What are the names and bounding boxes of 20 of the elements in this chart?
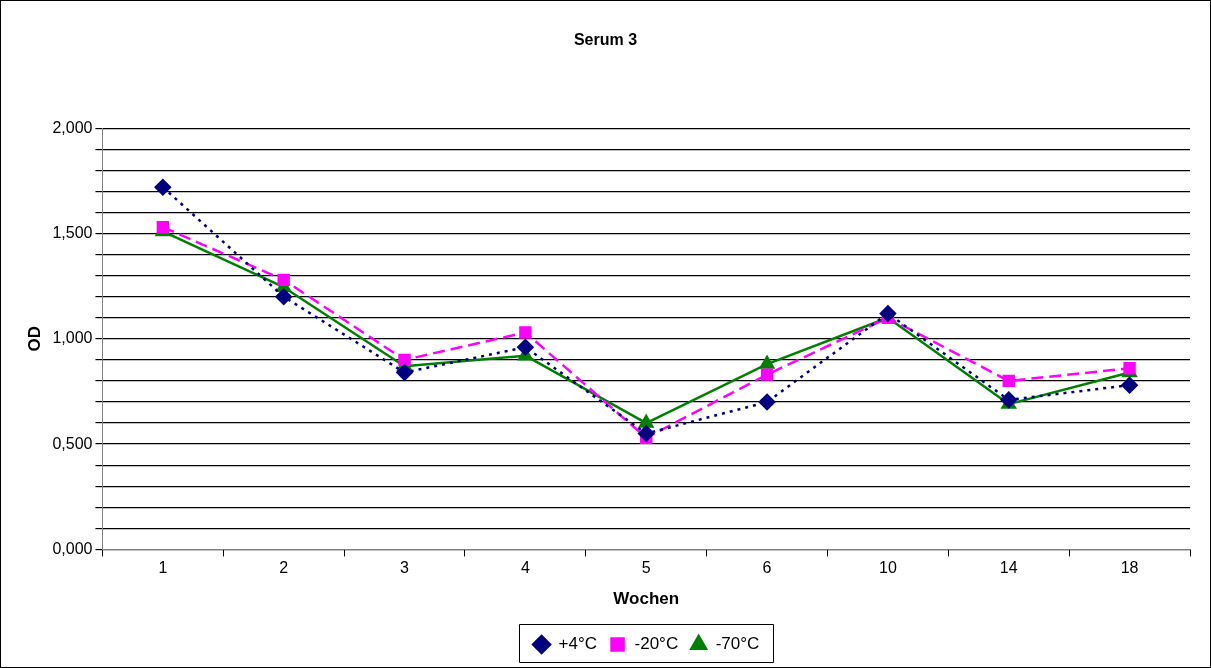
x-axis-title: Wochen: [613, 589, 680, 609]
x-tick-label: 4: [520, 559, 530, 577]
y-axis-title: OD: [24, 326, 44, 352]
y-tick-label: 2,000: [52, 118, 93, 136]
x-tick-label: 10: [879, 559, 897, 577]
x-tick-label: 3: [400, 559, 410, 577]
y-tick-label: 1,000: [52, 329, 93, 347]
y-tick-label: 1,500: [52, 223, 93, 241]
y-tick-label: 0,000: [52, 539, 93, 557]
x-tick-label: 6: [762, 559, 772, 577]
y-tick-label: 0,500: [52, 434, 93, 452]
legend-label: +4°C: [558, 634, 598, 654]
chart-title: Serum 3: [573, 31, 638, 49]
x-tick-label: 1: [158, 559, 168, 577]
legend-label: -70°C: [715, 634, 760, 654]
legend-label: -20°C: [634, 634, 679, 654]
x-tick-label: 2: [279, 559, 289, 577]
x-tick-label: 5: [641, 559, 651, 577]
x-tick-label: 18: [1120, 559, 1139, 577]
x-tick-label: 14: [999, 559, 1018, 577]
